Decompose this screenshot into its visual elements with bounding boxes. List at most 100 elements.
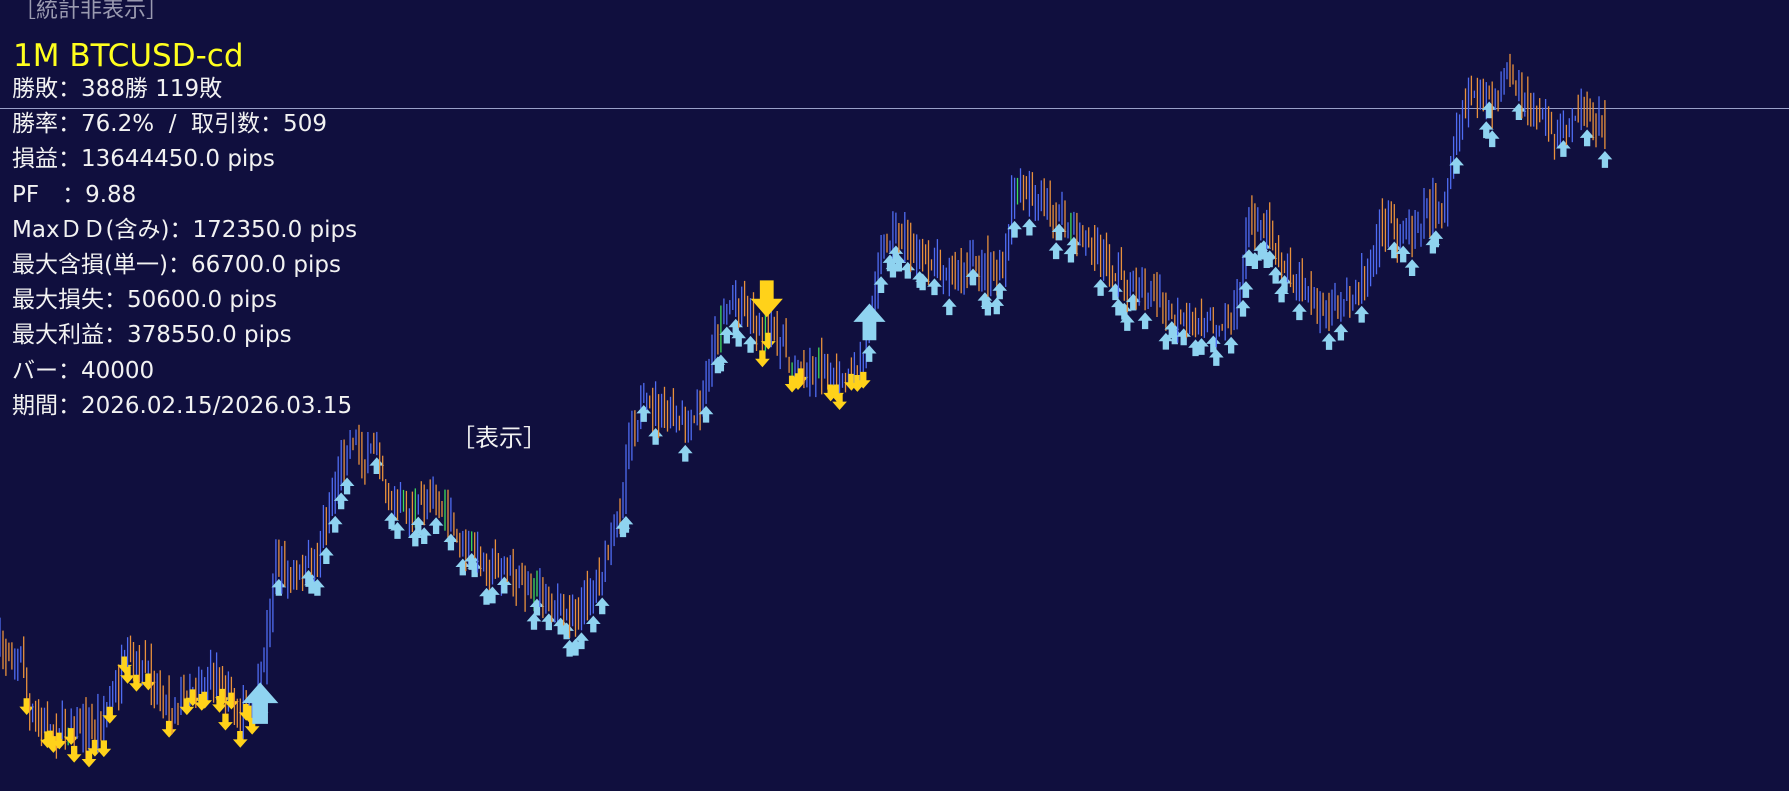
sell-signal-arrow-icon xyxy=(161,720,177,738)
buy-signal-arrow-icon xyxy=(698,405,714,423)
sell-signal-arrow-icon xyxy=(19,698,35,716)
buy-signal-arrow-icon xyxy=(618,515,634,533)
buy-signal-arrow-icon xyxy=(1292,303,1307,321)
buy-signal-arrow-icon xyxy=(1484,130,1500,148)
buy-signal-arrow-icon xyxy=(1235,299,1251,317)
buy-signal-arrow-icon xyxy=(636,405,652,422)
buy-signal-arrow-icon xyxy=(1022,218,1037,236)
buy-signal-arrow-icon xyxy=(719,326,735,344)
sell-signal-arrow-icon xyxy=(63,728,79,745)
buy-signal-arrow-icon xyxy=(526,612,542,630)
stat-win-loss: 勝敗：388勝 119敗 xyxy=(12,76,223,102)
sell-entry-arrow-icon xyxy=(750,280,783,318)
buy-signal-arrow-icon xyxy=(873,276,889,294)
buy-signal-arrow-icon xyxy=(407,529,423,547)
buy-signal-arrow-icon xyxy=(585,615,601,633)
buy-signal-arrow-icon xyxy=(318,547,334,564)
buy-signal-arrow-icon xyxy=(485,586,500,604)
buy-signal-arrow-icon xyxy=(1579,129,1595,147)
sell-signal-arrow-icon xyxy=(218,713,233,731)
stat-max-loss: 最大損失：50600.0 pips xyxy=(12,287,277,314)
buy-signal-arrow-icon xyxy=(1556,140,1571,157)
buy-signal-arrow-icon xyxy=(965,268,981,286)
buy-signal-arrow-icon xyxy=(1256,240,1272,258)
buy-signal-arrow-icon xyxy=(1119,314,1135,331)
buy-signal-arrow-icon xyxy=(553,617,569,635)
buy-signal-arrow-icon xyxy=(713,354,729,372)
stat-pf: PF ：9.88 xyxy=(12,181,137,208)
buy-signal-arrow-icon xyxy=(1247,252,1263,270)
symbol-title: 1M BTCUSD-cd xyxy=(13,38,244,74)
sell-signal-arrow-icon xyxy=(855,371,871,389)
buy-signal-arrow-icon xyxy=(369,457,385,474)
buy-signal-arrow-icon xyxy=(677,444,693,462)
buy-signal-arrow-icon xyxy=(1093,279,1108,296)
sell-signal-arrow-icon xyxy=(232,730,248,748)
buy-signal-arrow-icon xyxy=(1223,336,1239,354)
buy-signal-arrow-icon xyxy=(1597,151,1613,168)
sell-signal-arrow-icon xyxy=(212,696,227,713)
sell-signal-arrow-icon xyxy=(849,375,865,392)
buy-signal-arrow-icon xyxy=(384,512,399,530)
buy-signal-arrow-icon xyxy=(1449,156,1464,174)
buy-signal-arrow-icon xyxy=(467,560,483,578)
stats-panel: 勝敗：388勝 119敗勝率：76.2% / 取引数：509 損益：1364445… xyxy=(12,72,357,424)
sell-signal-arrow-icon xyxy=(784,375,800,393)
show-button[interactable]: ［表示］ xyxy=(451,424,547,452)
buy-signal-arrow-icon xyxy=(443,533,459,551)
buy-signal-arrow-icon xyxy=(927,278,942,296)
buy-signal-arrow-icon xyxy=(1158,332,1174,350)
buy-signal-arrow-icon xyxy=(559,622,574,640)
buy-signal-arrow-icon xyxy=(1511,103,1527,121)
buy-signal-arrow-icon xyxy=(1262,250,1278,268)
buy-signal-arrow-icon xyxy=(541,613,557,631)
sell-signal-arrow-icon xyxy=(51,732,67,750)
buy-signal-arrow-icon xyxy=(1268,266,1283,284)
buy-signal-arrow-icon xyxy=(1066,236,1082,254)
buy-signal-arrow-icon xyxy=(1007,220,1022,238)
sell-signal-arrow-icon xyxy=(185,689,201,707)
sell-signal-arrow-icon xyxy=(197,691,213,709)
sell-signal-arrow-icon xyxy=(102,706,118,724)
buy-signal-arrow-icon xyxy=(416,527,432,545)
buy-signal-arrow-icon xyxy=(1238,281,1254,298)
buy-signal-arrow-icon xyxy=(888,245,904,263)
buy-signal-arrow-icon xyxy=(333,492,349,510)
buy-signal-arrow-icon xyxy=(1333,323,1349,341)
buy-signal-arrow-icon xyxy=(271,578,287,596)
buy-signal-arrow-icon xyxy=(1241,249,1257,267)
stat-win-rate: 勝率：76.2% / 取引数：509 xyxy=(12,111,327,138)
sell-signal-arrow-icon xyxy=(793,368,809,386)
buy-signal-arrow-icon xyxy=(1108,283,1123,301)
sell-signal-arrow-icon xyxy=(179,698,195,716)
buy-signal-arrow-icon xyxy=(594,597,610,615)
hide-stats-button[interactable]: ［統計非表示］ xyxy=(14,0,169,23)
buy-signal-arrow-icon xyxy=(900,261,916,279)
stat-profit: 損益：13644450.0 pips xyxy=(12,146,275,173)
sell-signal-arrow-icon xyxy=(81,750,97,768)
stat-max-dd: MaxＤＤ(含み)：172350.0 pips xyxy=(12,216,358,243)
buy-signal-arrow-icon xyxy=(310,578,325,596)
buy-signal-arrow-icon xyxy=(496,576,512,594)
buy-signal-arrow-icon xyxy=(743,335,758,353)
buy-signal-arrow-icon xyxy=(728,318,744,336)
buy-signal-arrow-icon xyxy=(1063,245,1079,263)
sell-signal-arrow-icon xyxy=(129,674,144,692)
buy-signal-arrow-icon xyxy=(1051,223,1067,241)
buy-signal-arrow-icon xyxy=(977,292,993,310)
buy-signal-arrow-icon xyxy=(1116,302,1132,320)
buy-signal-arrow-icon xyxy=(1125,293,1141,311)
stat-max-profit: 最大利益：378550.0 pips xyxy=(12,322,292,349)
buy-signal-arrow-icon xyxy=(1428,230,1444,248)
sell-signal-arrow-icon xyxy=(832,393,847,411)
buy-signal-arrow-icon xyxy=(1167,327,1183,345)
buy-signal-arrow-icon xyxy=(529,598,545,616)
stat-period: 期間：2026.02.15/2026.03.15 xyxy=(12,392,353,419)
buy-signal-arrow-icon xyxy=(574,632,589,650)
buy-entry-arrow-icon xyxy=(853,303,886,341)
buy-signal-arrow-icon xyxy=(1205,335,1221,353)
buy-signal-arrow-icon xyxy=(989,297,1005,315)
buy-signal-arrow-icon xyxy=(1176,328,1192,346)
